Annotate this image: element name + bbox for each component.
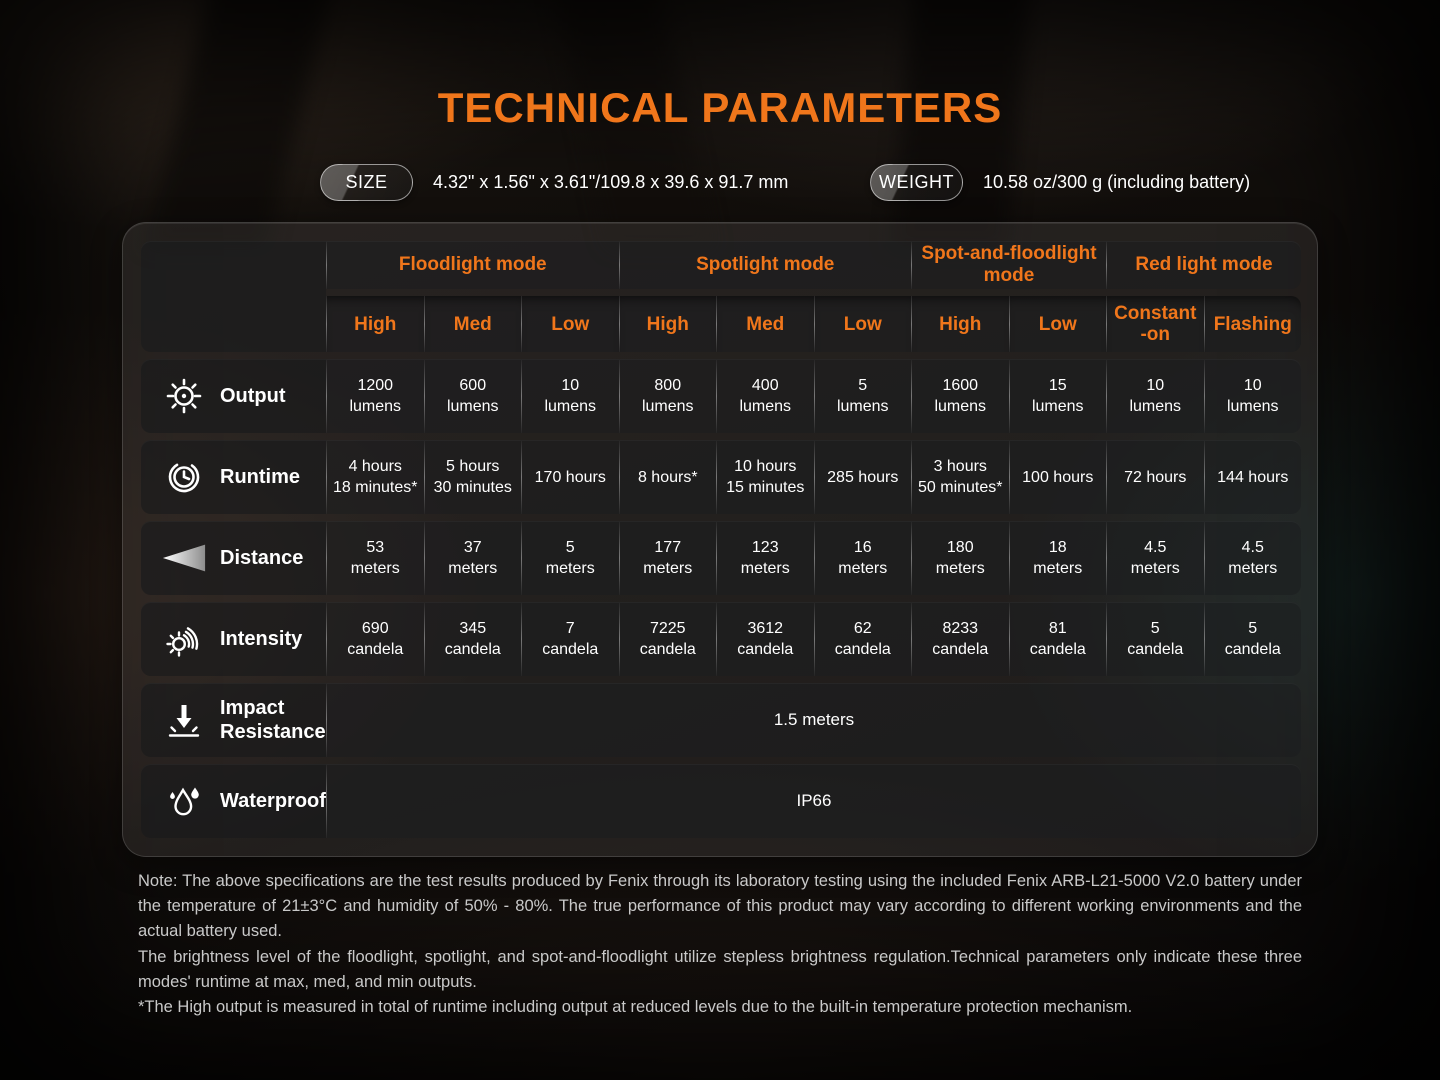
distance-red-constant: 4.5 meters (1106, 521, 1204, 595)
runtime-red-constant: 72 hours (1106, 440, 1204, 514)
level-header: Low (1008, 296, 1106, 352)
row-label-runtime: Runtime (141, 440, 326, 514)
runtime-spotlight-high: 8 hours* (618, 440, 716, 514)
output-spotflood-high: 1600 lumens (911, 359, 1009, 433)
level-header: Constant -on (1106, 296, 1204, 352)
intensity-red-flashing: 5 candela (1203, 602, 1301, 676)
note-line: Note: The above specifications are the t… (138, 872, 1302, 941)
intensity-spotflood-low: 81 candela (1008, 602, 1106, 676)
weight-badge: WEIGHT (870, 163, 963, 201)
footnotes: Note: The above specifications are the t… (138, 869, 1302, 1020)
level-header: Low (813, 296, 911, 352)
runtime-red-flashing: 144 hours (1203, 440, 1301, 514)
beam-icon (161, 541, 207, 575)
table-corner-cell (141, 241, 326, 352)
runtime-floodlight-high: 4 hours 18 minutes* (326, 440, 424, 514)
impact-resistance-value: 1.5 meters (326, 683, 1301, 757)
output-floodlight-low: 10 lumens (521, 359, 619, 433)
output-red-constant: 10 lumens (1106, 359, 1204, 433)
level-header: High (911, 296, 1009, 352)
mode-group-spotlight: Spotlight mode (618, 241, 911, 289)
size-value: 4.32" x 1.56" x 3.61"/109.8 x 39.6 x 91.… (433, 171, 789, 192)
level-header: Med (423, 296, 521, 352)
runtime-spotlight-med: 10 hours 15 minutes (716, 440, 814, 514)
level-header: Flashing (1203, 296, 1301, 352)
output-spotlight-med: 400 lumens (716, 359, 814, 433)
mode-group-floodlight: Floodlight mode (326, 241, 619, 289)
output-red-flashing: 10 lumens (1203, 359, 1301, 433)
intensity-spotlight-low: 62 candela (813, 602, 911, 676)
waterproof-value: IP66 (326, 764, 1301, 838)
spec-table: Floodlight mode Spotlight mode Spot-and-… (141, 241, 1301, 838)
distance-spotlight-med: 123 meters (716, 521, 814, 595)
intensity-spotlight-med: 3612 candela (716, 602, 814, 676)
row-label-output: Output (141, 359, 326, 433)
runtime-floodlight-low: 170 hours (521, 440, 619, 514)
row-label-text: Impact Resistance (220, 697, 326, 743)
row-label-text: Distance (220, 547, 304, 569)
output-floodlight-med: 600 lumens (423, 359, 521, 433)
spec-table-panel: Floodlight mode Spotlight mode Spot-and-… (122, 222, 1318, 857)
intensity-red-constant: 5 candela (1106, 602, 1204, 676)
runtime-spotflood-low: 100 hours (1008, 440, 1106, 514)
intensity-spotlight-high: 7225 candela (618, 602, 716, 676)
row-label-text: Intensity (220, 628, 303, 650)
size-spec: SIZE 4.32" x 1.56" x 3.61"/109.8 x 39.6 … (320, 163, 788, 201)
weight-spec: WEIGHT 10.58 oz/300 g (including battery… (870, 163, 1250, 201)
output-floodlight-high: 1200 lumens (326, 359, 424, 433)
distance-floodlight-high: 53 meters (326, 521, 424, 595)
runtime-spotlight-low: 285 hours (813, 440, 911, 514)
waterproof-icon (161, 781, 207, 821)
runtime-spotflood-high: 3 hours 50 minutes* (911, 440, 1009, 514)
intensity-spotflood-high: 8233 candela (911, 602, 1009, 676)
clock-icon (161, 457, 207, 497)
distance-red-flashing: 4.5 meters (1203, 521, 1301, 595)
note-line: The brightness level of the floodlight, … (138, 947, 1302, 991)
intensity-icon (161, 619, 207, 659)
row-label-waterproof: Waterproof (141, 764, 326, 838)
note-line: *The High output is measured in total of… (138, 998, 1133, 1017)
level-header: High (618, 296, 716, 352)
brightness-sun-icon (161, 376, 207, 416)
row-label-intensity: Intensity (141, 602, 326, 676)
row-label-text: Runtime (220, 466, 300, 488)
distance-spotlight-low: 16 meters (813, 521, 911, 595)
mode-group-spot-and-floodlight: Spot-and-floodlight mode (911, 241, 1106, 289)
output-spotlight-low: 5 lumens (813, 359, 911, 433)
row-label-text: Waterproof (220, 790, 326, 812)
mode-group-red-light: Red light mode (1106, 241, 1301, 289)
weight-value: 10.58 oz/300 g (including battery) (983, 171, 1251, 192)
row-label-distance: Distance (141, 521, 326, 595)
output-spotlight-high: 800 lumens (618, 359, 716, 433)
distance-floodlight-low: 5 meters (521, 521, 619, 595)
intensity-floodlight-low: 7 candela (521, 602, 619, 676)
level-header: High (326, 296, 424, 352)
row-label-text: Output (220, 385, 286, 407)
background-pipes (0, 0, 1440, 250)
level-header: Low (521, 296, 619, 352)
impact-icon (161, 700, 207, 740)
runtime-floodlight-med: 5 hours 30 minutes (423, 440, 521, 514)
distance-spotlight-high: 177 meters (618, 521, 716, 595)
page-title: TECHNICAL PARAMETERS (437, 84, 1003, 131)
row-label-impact-resistance: Impact Resistance (141, 683, 326, 757)
size-badge: SIZE (320, 163, 413, 201)
distance-floodlight-med: 37 meters (423, 521, 521, 595)
distance-spotflood-low: 18 meters (1008, 521, 1106, 595)
level-header: Med (716, 296, 814, 352)
intensity-floodlight-high: 690 candela (326, 602, 424, 676)
intensity-floodlight-med: 345 candela (423, 602, 521, 676)
distance-spotflood-high: 180 meters (911, 521, 1009, 595)
output-spotflood-low: 15 lumens (1008, 359, 1106, 433)
